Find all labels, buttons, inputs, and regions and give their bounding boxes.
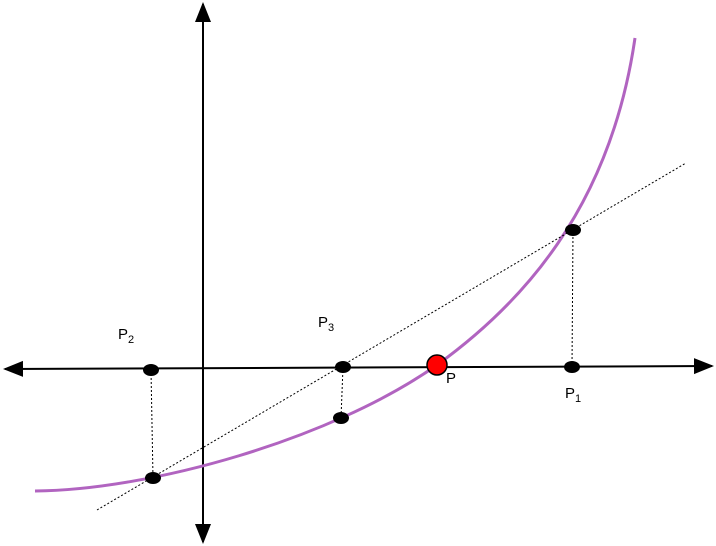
secant-line — [96, 162, 687, 511]
label-subscript: 1 — [575, 393, 581, 405]
point-label: P1 — [565, 385, 581, 405]
label-text: P — [565, 385, 575, 402]
point-label: P3 — [318, 314, 334, 334]
projection-line — [340, 366, 344, 419]
point-label: P — [446, 370, 456, 387]
label-subscript: 3 — [328, 322, 334, 334]
projection-line — [571, 229, 574, 368]
projection-line — [150, 369, 154, 479]
point — [335, 361, 351, 373]
point — [564, 361, 580, 373]
point — [333, 412, 349, 424]
point-label: P2 — [118, 326, 134, 346]
label-text: P — [318, 314, 328, 331]
curve — [34, 37, 637, 493]
label-text: P — [446, 370, 456, 387]
label-subscript: 2 — [128, 334, 134, 346]
label-text: P — [118, 326, 128, 343]
point — [565, 224, 581, 236]
root-point — [426, 354, 448, 376]
point — [145, 472, 161, 484]
point — [143, 364, 159, 376]
x-axis — [3, 358, 714, 377]
